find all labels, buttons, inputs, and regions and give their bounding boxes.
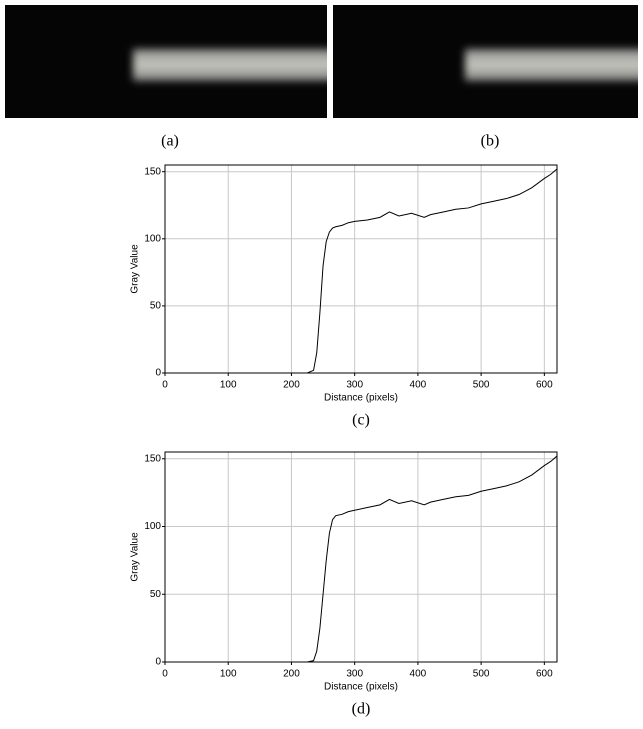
caption: (d) <box>352 701 371 718</box>
caption: (a) <box>161 133 179 150</box>
x-tick-label: 400 <box>410 380 427 391</box>
caption: (b) <box>481 133 500 150</box>
y-axis-label: Gray Value <box>130 532 141 582</box>
data-line <box>165 455 558 663</box>
x-tick-label: 100 <box>220 380 237 391</box>
y-tick-label: 100 <box>144 233 161 244</box>
x-tick-label: 600 <box>536 669 553 680</box>
x-tick-label: 500 <box>473 380 490 391</box>
x-tick-label: 600 <box>536 380 553 391</box>
y-tick-label: 50 <box>150 301 162 312</box>
y-tick-label: 150 <box>144 166 161 177</box>
x-tick-label: 300 <box>346 669 363 680</box>
image-a <box>5 5 327 118</box>
x-tick-label: 400 <box>410 669 427 680</box>
x-tick-label: 0 <box>162 380 168 391</box>
y-tick-label: 0 <box>155 368 161 379</box>
x-tick-label: 100 <box>220 669 237 680</box>
plot-frame <box>164 451 558 663</box>
y-tick-label: 0 <box>155 657 161 668</box>
y-tick-label: 100 <box>144 521 161 532</box>
x-tick-label: 200 <box>283 669 300 680</box>
x-tick-label: 500 <box>473 669 490 680</box>
caption: (c) <box>352 412 370 429</box>
x-axis-label: Distance (pixels) <box>324 393 398 404</box>
x-tick-label: 200 <box>283 380 300 391</box>
data-line <box>165 168 558 374</box>
y-tick-label: 50 <box>150 589 162 600</box>
plot-frame <box>164 164 558 374</box>
y-axis-label: Gray Value <box>130 244 141 294</box>
x-tick-label: 0 <box>162 669 168 680</box>
image-b <box>333 5 638 118</box>
x-tick-label: 300 <box>346 380 363 391</box>
x-axis-label: Distance (pixels) <box>324 682 398 693</box>
y-tick-label: 150 <box>144 453 161 464</box>
